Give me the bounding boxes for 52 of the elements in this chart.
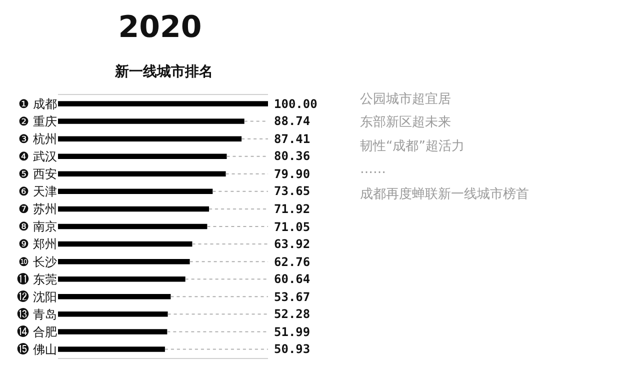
bar bbox=[58, 329, 168, 334]
data-label: 71.05 bbox=[274, 220, 310, 234]
y-tick-label: ⓭ 青岛 bbox=[17, 307, 57, 322]
y-tick-label: ❸ 杭州 bbox=[18, 132, 57, 146]
y-tick-label: ⓯ 佛山 bbox=[17, 342, 57, 356]
text: 成都再度蝉联新一线城市榜首 bbox=[360, 186, 529, 202]
y-tick-label: ❾ 郑州 bbox=[18, 237, 57, 252]
bar bbox=[58, 136, 242, 142]
bar bbox=[58, 294, 171, 300]
bar bbox=[58, 312, 168, 317]
y-tick-label: ❼ 苏州 bbox=[18, 202, 57, 216]
y-tick-label: ❺ 西安 bbox=[18, 167, 57, 182]
data-label: 63.92 bbox=[274, 237, 310, 251]
data-label: 88.74 bbox=[274, 114, 310, 128]
bar bbox=[58, 171, 226, 177]
data-label: 51.99 bbox=[274, 325, 310, 339]
y-tick-label: ❻ 天津 bbox=[18, 184, 57, 199]
y-tick-label: ⓬ 沈阳 bbox=[17, 290, 57, 304]
data-label: 87.41 bbox=[274, 132, 310, 146]
bar bbox=[58, 241, 192, 247]
data-label: 79.90 bbox=[274, 167, 310, 181]
data-label: 50.93 bbox=[274, 342, 310, 356]
bar bbox=[58, 206, 210, 212]
data-label: 53.67 bbox=[274, 290, 310, 304]
data-label: 73.65 bbox=[274, 184, 310, 198]
data-label: 80.36 bbox=[274, 149, 310, 163]
text: 韧性“成都”超活力 bbox=[360, 139, 464, 154]
data-label: 71.92 bbox=[274, 202, 310, 216]
chart-title: 2020 bbox=[118, 10, 202, 45]
chart-subtitle: 新一线城市排名 bbox=[114, 63, 213, 80]
bar bbox=[58, 346, 165, 352]
y-tick-label: ❿ 长沙 bbox=[18, 254, 57, 269]
bar bbox=[58, 118, 244, 124]
data-label: 100.00 bbox=[274, 97, 318, 111]
bar bbox=[58, 154, 227, 159]
y-tick-label: ❷ 重庆 bbox=[18, 114, 57, 128]
y-tick-label: ❽ 南京 bbox=[18, 220, 57, 234]
text: 东部新区超未来 bbox=[360, 115, 451, 130]
data-label: 62.76 bbox=[274, 255, 310, 269]
bar bbox=[58, 188, 213, 194]
bar bbox=[58, 101, 268, 106]
bar bbox=[58, 258, 190, 264]
text: …… bbox=[360, 162, 386, 177]
y-tick-label: ⓮ 合肥 bbox=[17, 324, 57, 339]
y-tick-label: ❶ 成都 bbox=[18, 96, 57, 111]
bar bbox=[58, 276, 186, 282]
y-tick-label: ❹ 武汉 bbox=[18, 150, 57, 164]
text: 公园城市超宜居 bbox=[360, 91, 451, 107]
data-label: 60.64 bbox=[274, 272, 310, 286]
bar bbox=[58, 224, 208, 230]
y-tick-label: ⓫ 东莞 bbox=[17, 272, 57, 286]
data-label: 52.28 bbox=[274, 307, 310, 321]
